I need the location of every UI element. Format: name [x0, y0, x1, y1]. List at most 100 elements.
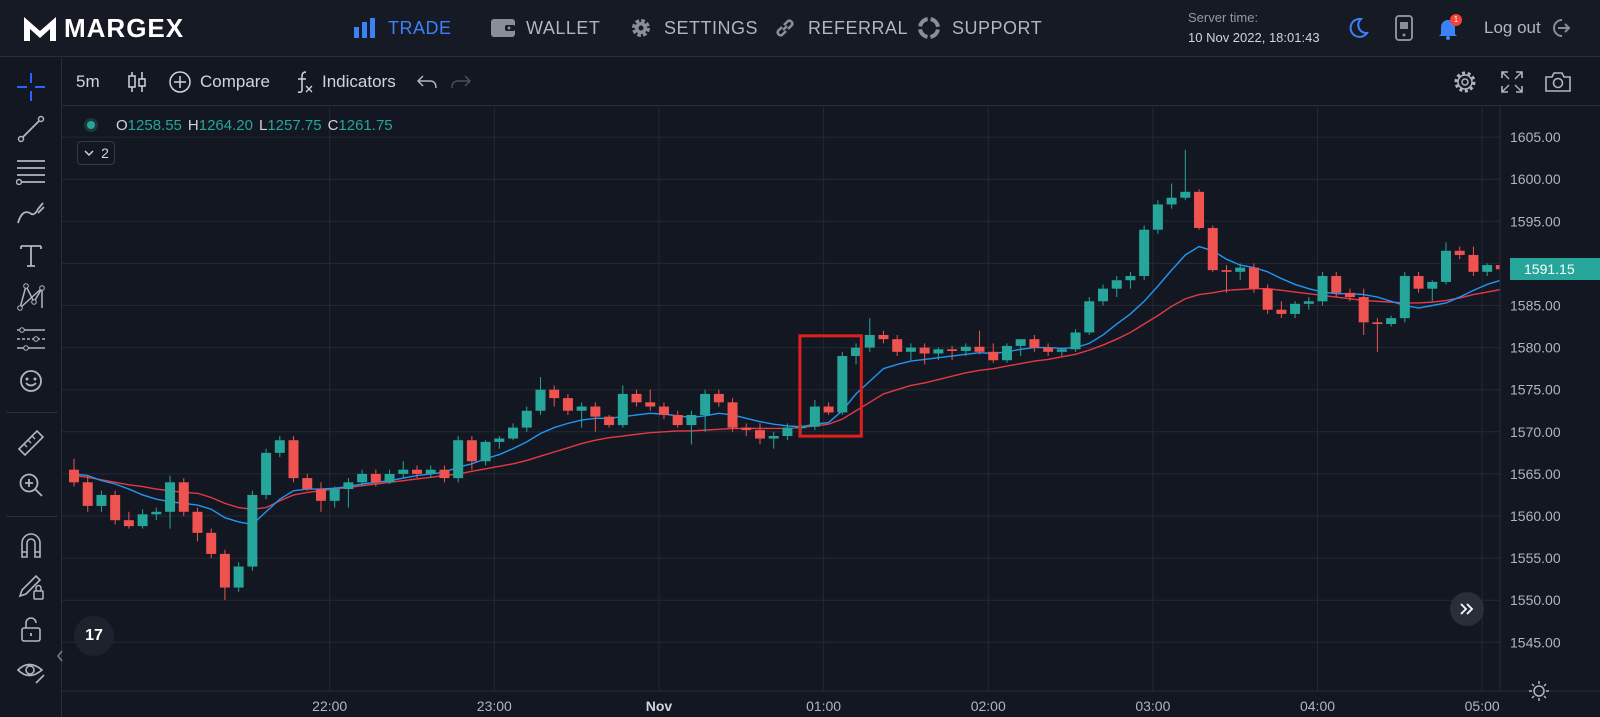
scroll-to-realtime-button[interactable]: [1450, 592, 1484, 626]
indicators-collapse-button[interactable]: 2: [77, 141, 115, 165]
text-icon: [20, 245, 42, 267]
candle-body: [905, 347, 916, 352]
chevron-down-icon: [84, 150, 94, 157]
chart-type-button[interactable]: [126, 68, 148, 96]
candle-body: [1454, 250, 1465, 255]
candle-body: [974, 346, 985, 352]
highlight-box: [798, 334, 863, 438]
candle: [1001, 343, 1012, 363]
time-tick-label: 03:00: [1135, 698, 1170, 714]
time-tick-label: 01:00: [806, 698, 841, 714]
price-chart[interactable]: 1610.001605.001600.001595.001590.001585.…: [62, 107, 1600, 717]
logout-button[interactable]: Log out: [1484, 14, 1571, 42]
lock-drawing-tool[interactable]: [14, 570, 48, 604]
nav-settings[interactable]: SETTINGS: [628, 14, 758, 42]
nav-referral[interactable]: REFERRAL: [772, 14, 908, 42]
candle: [370, 469, 381, 487]
text-tool[interactable]: [14, 238, 48, 272]
zoom-tool[interactable]: [14, 468, 48, 502]
indicators-button[interactable]: Indicators: [294, 68, 396, 96]
candle: [892, 334, 903, 357]
mobile-app-button[interactable]: [1390, 14, 1418, 42]
candle: [617, 385, 628, 428]
candle-body: [1084, 301, 1095, 333]
candle-body: [1139, 229, 1150, 277]
candle-body: [1290, 303, 1301, 314]
candle-body: [343, 482, 354, 490]
icon-tool[interactable]: [14, 364, 48, 398]
crosshair-tool[interactable]: [14, 70, 48, 104]
candle-body: [508, 427, 519, 439]
undo-button[interactable]: [416, 68, 438, 96]
candle: [1386, 315, 1397, 327]
compare-button[interactable]: Compare: [168, 68, 270, 96]
collapse-toolbar-button[interactable]: [54, 646, 66, 666]
interval-button[interactable]: 5m: [76, 68, 100, 96]
candle: [741, 423, 752, 437]
nav-trade[interactable]: TRADE: [352, 14, 452, 42]
candle-body: [617, 393, 628, 426]
prediction-tool[interactable]: [14, 322, 48, 356]
visibility-tool[interactable]: [14, 654, 48, 688]
candle-body: [1125, 276, 1136, 281]
smiley-icon: [20, 370, 42, 392]
pattern-tool[interactable]: [14, 280, 48, 314]
candle: [768, 431, 779, 449]
candle: [1427, 280, 1438, 302]
chart-toolbar: 5m Compare Indicators: [62, 58, 1600, 106]
theme-toggle[interactable]: [1344, 14, 1372, 42]
price-tick-label: 1560.00: [1510, 508, 1561, 524]
logout-icon: [1552, 19, 1571, 37]
candlesticks: [69, 149, 1600, 601]
trend-line-tool[interactable]: [14, 112, 48, 146]
candle: [1482, 263, 1493, 277]
candle-body: [1441, 250, 1451, 282]
measure-tool[interactable]: [14, 426, 48, 460]
tradingview-logo[interactable]: 17: [74, 616, 114, 656]
price-tick-label: 1550.00: [1510, 592, 1561, 608]
candle-body: [851, 347, 862, 357]
nav-trade-label: TRADE: [388, 17, 452, 38]
function-icon: [294, 70, 314, 94]
price-tick-label: 1605.00: [1510, 129, 1561, 145]
margex-logo-icon: [24, 17, 56, 41]
time-tick-label: 22:00: [312, 698, 347, 714]
candle-body: [453, 440, 464, 479]
nav-wallet[interactable]: WALLET: [490, 14, 600, 42]
candle-body: [1111, 280, 1122, 289]
price-tick-label: 1545.00: [1510, 634, 1561, 650]
unlock-tool[interactable]: [14, 612, 48, 646]
moving-averages: [73, 245, 1600, 526]
brush-tool[interactable]: [14, 196, 48, 230]
candle-body: [755, 430, 765, 439]
server-time-label: Server time:: [1188, 10, 1259, 25]
indicators-count: 2: [101, 145, 109, 161]
candle: [521, 406, 532, 432]
candle-body: [439, 469, 450, 479]
fib-tool[interactable]: [14, 154, 48, 188]
nav-support-label: SUPPORT: [952, 17, 1043, 38]
screenshot-button[interactable]: [1544, 68, 1572, 96]
redo-button[interactable]: [450, 68, 472, 96]
trend-line-icon: [17, 115, 45, 143]
candle-body: [480, 441, 491, 462]
fullscreen-button[interactable]: [1500, 68, 1524, 96]
price-tick-label: 1585.00: [1510, 298, 1561, 314]
magnet-tool[interactable]: [14, 528, 48, 562]
chart-settings-button[interactable]: [1452, 68, 1478, 96]
candle-body: [329, 489, 340, 501]
candle: [755, 423, 765, 445]
candle-body: [1001, 345, 1012, 361]
ma-fast-line: [73, 245, 1600, 526]
candle: [713, 389, 724, 407]
candle: [398, 461, 409, 479]
nav-support[interactable]: SUPPORT: [916, 14, 1042, 42]
unlock-icon: [21, 617, 41, 642]
brand-logo[interactable]: MARGEX: [22, 10, 184, 46]
notifications-button[interactable]: 1: [1434, 14, 1462, 42]
candle-body: [535, 389, 546, 411]
status-dot[interactable]: [84, 118, 98, 132]
axis-settings-button[interactable]: [1528, 680, 1550, 702]
candle-body: [1043, 347, 1054, 352]
candle: [1194, 189, 1205, 230]
